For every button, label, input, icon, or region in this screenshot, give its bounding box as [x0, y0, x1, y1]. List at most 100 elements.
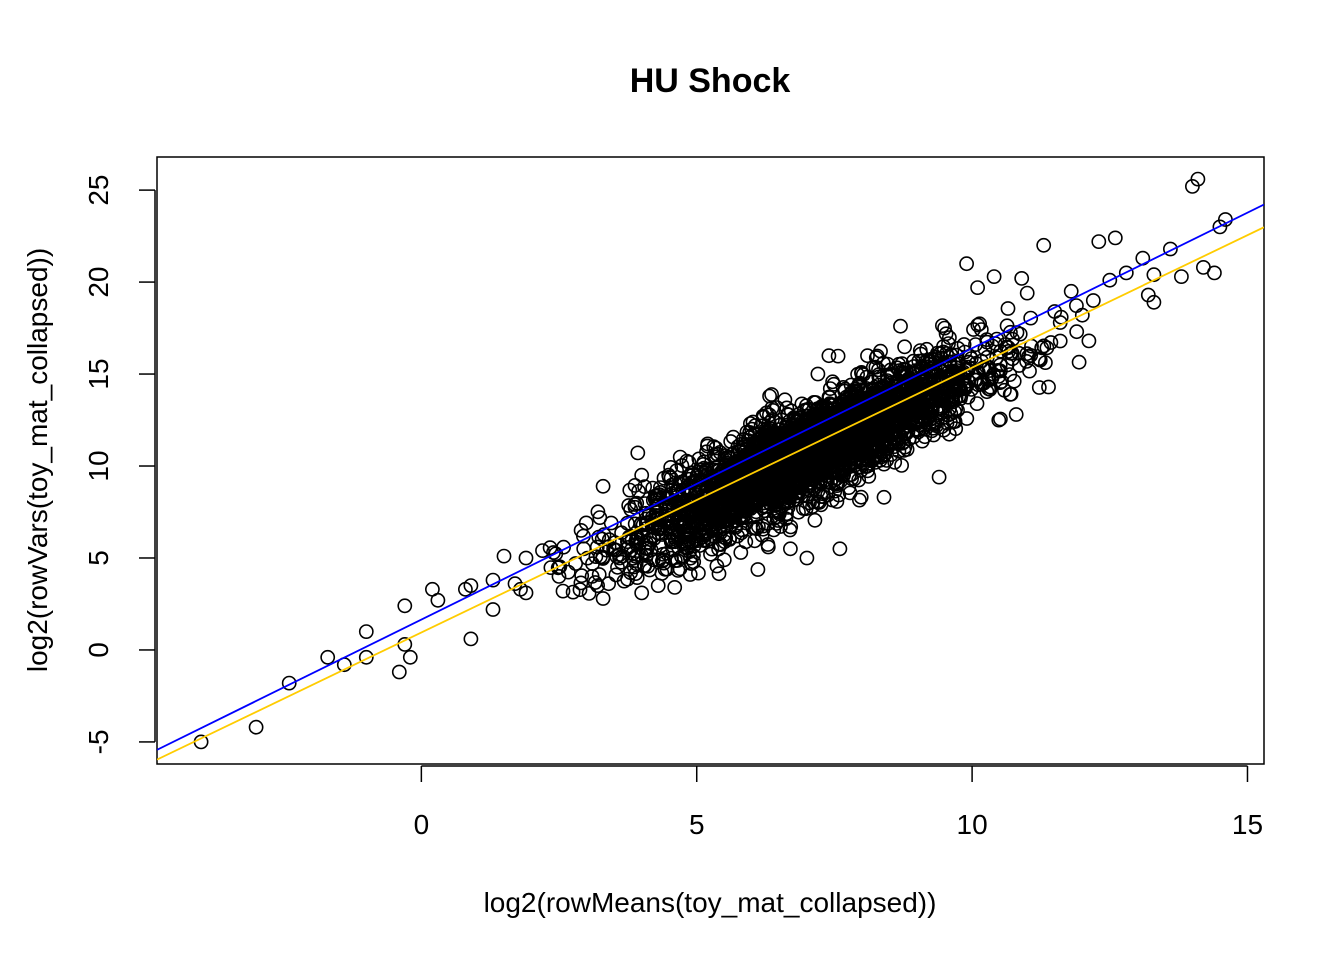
- data-point: [1041, 379, 1056, 395]
- data-point: [1031, 351, 1047, 367]
- data-point: [551, 559, 567, 575]
- y-tick-label: 15: [83, 358, 114, 389]
- data-point: [630, 445, 646, 461]
- data-point: [560, 564, 576, 580]
- data-point: [832, 436, 848, 451]
- data-point: [710, 447, 726, 462]
- data-point: [568, 556, 583, 571]
- data-point: [574, 568, 590, 584]
- data-point: [920, 410, 936, 426]
- data-point: [887, 423, 903, 439]
- data-point: [430, 592, 446, 608]
- data-point: [595, 591, 611, 606]
- data-point: [855, 424, 870, 440]
- data-point: [752, 432, 768, 447]
- blue-fit-line: [157, 203, 1264, 751]
- data-point: [861, 468, 877, 484]
- data-point: [1039, 340, 1055, 356]
- data-point: [551, 569, 567, 584]
- data-point: [894, 457, 909, 473]
- data-point: [248, 719, 264, 735]
- data-point: [1063, 283, 1079, 299]
- data-point: [661, 469, 677, 485]
- data-point: [935, 318, 950, 333]
- data-point: [929, 418, 944, 434]
- data-point: [703, 546, 718, 562]
- data-point: [771, 422, 786, 438]
- x-tick-label: 5: [689, 809, 705, 840]
- data-point: [708, 481, 724, 497]
- data-point: [518, 550, 534, 566]
- data-point: [688, 485, 704, 501]
- data-point: [999, 318, 1015, 334]
- data-point: [775, 425, 790, 441]
- data-point: [1074, 307, 1090, 323]
- data-point: [986, 269, 1002, 284]
- data-point: [573, 575, 589, 591]
- data-point: [898, 405, 913, 421]
- data-point: [1031, 380, 1047, 395]
- data-point: [807, 512, 823, 528]
- data-point: [747, 533, 763, 549]
- data-point: [743, 416, 758, 431]
- data-point: [777, 392, 793, 408]
- data-point: [595, 478, 611, 494]
- data-point: [402, 649, 418, 665]
- data-point: [1014, 270, 1030, 286]
- data-point: [814, 424, 829, 440]
- x-tick-label: 10: [957, 809, 988, 840]
- data-point: [358, 649, 374, 665]
- data-point: [629, 495, 645, 511]
- data-point: [822, 461, 838, 477]
- data-point: [832, 441, 848, 456]
- data-point: [744, 421, 760, 437]
- data-point: [997, 382, 1012, 398]
- y-tick-label: 20: [83, 267, 114, 298]
- data-point: [572, 582, 588, 598]
- data-point: [1190, 171, 1206, 187]
- data-point: [827, 483, 843, 499]
- data-point: [1008, 407, 1024, 422]
- y-axis: -5 0 5 10 15 20 25: [83, 175, 156, 754]
- data-point: [938, 326, 954, 342]
- data-point: [701, 497, 717, 513]
- data-point: [668, 534, 683, 550]
- data-point: [941, 336, 956, 351]
- data-point: [959, 256, 974, 272]
- data-point: [1006, 373, 1022, 389]
- data-point: [830, 432, 845, 448]
- data-point: [678, 513, 694, 529]
- data-point: [686, 554, 702, 570]
- data-point: [755, 408, 771, 424]
- data-point: [755, 518, 771, 534]
- data-point: [1019, 346, 1035, 362]
- data-point: [922, 385, 938, 401]
- data-point: [555, 583, 571, 599]
- data-point: [931, 469, 947, 485]
- data-point: [910, 367, 926, 383]
- data-point: [1102, 272, 1118, 288]
- data-point: [906, 353, 921, 369]
- x-axis: 0 5 10 15: [414, 765, 1263, 840]
- data-point: [1118, 265, 1134, 281]
- data-point: [656, 552, 672, 568]
- data-point: [726, 459, 742, 475]
- data-point: [573, 523, 589, 538]
- data-point: [391, 664, 407, 680]
- data-point: [320, 649, 336, 665]
- data-point: [800, 414, 816, 429]
- data-point: [591, 567, 607, 582]
- data-point: [970, 377, 986, 393]
- data-point: [816, 486, 831, 502]
- data-point: [732, 444, 748, 459]
- data-point: [991, 412, 1007, 428]
- data-point: [970, 317, 986, 333]
- data-point: [634, 467, 650, 483]
- data-point: [941, 388, 957, 404]
- points-layer: [193, 171, 1233, 750]
- data-point: [589, 539, 605, 555]
- data-point: [670, 563, 686, 578]
- data-point: [860, 348, 875, 364]
- data-point: [852, 492, 867, 508]
